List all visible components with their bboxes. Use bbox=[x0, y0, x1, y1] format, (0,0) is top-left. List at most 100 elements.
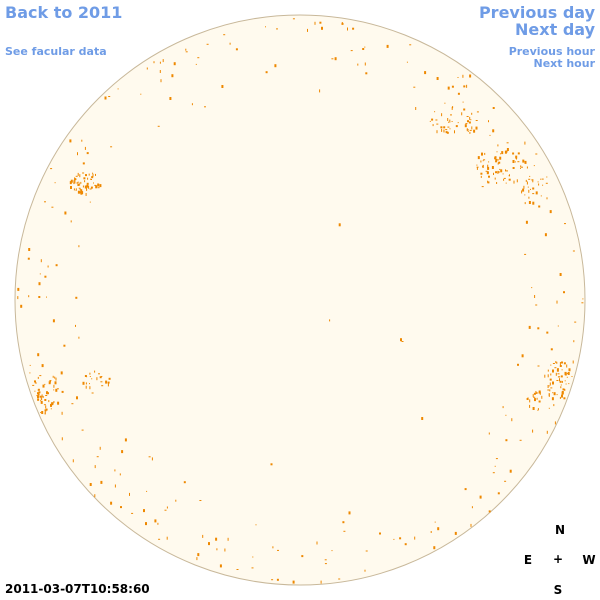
magnetic-feature bbox=[435, 119, 438, 121]
magnetic-feature bbox=[550, 387, 553, 389]
magnetic-feature bbox=[480, 172, 483, 175]
magnetic-feature bbox=[270, 463, 273, 466]
magnetic-feature bbox=[78, 187, 80, 189]
magnetic-feature bbox=[552, 392, 554, 394]
magnetic-feature bbox=[342, 521, 345, 524]
magnetic-feature bbox=[529, 175, 531, 177]
magnetic-feature bbox=[546, 430, 548, 434]
magnetic-feature bbox=[46, 391, 48, 395]
magnetic-feature bbox=[148, 456, 151, 458]
magnetic-feature bbox=[521, 190, 523, 194]
magnetic-feature bbox=[54, 376, 56, 379]
magnetic-feature bbox=[96, 377, 98, 381]
magnetic-feature bbox=[39, 375, 42, 377]
magnetic-feature bbox=[457, 92, 460, 95]
magnetic-feature bbox=[61, 411, 63, 415]
previous-hour-link[interactable]: Previous hour bbox=[508, 45, 595, 58]
magnetic-feature bbox=[548, 407, 550, 409]
magnetic-feature bbox=[464, 124, 467, 128]
magnetic-feature bbox=[82, 172, 85, 174]
magnetic-feature bbox=[517, 152, 520, 155]
magnetic-feature bbox=[85, 382, 87, 385]
magnetic-feature bbox=[505, 182, 507, 184]
magnetic-feature bbox=[45, 405, 47, 409]
magnetic-feature bbox=[464, 488, 467, 491]
magnetic-feature bbox=[537, 181, 539, 183]
magnetic-feature bbox=[77, 190, 80, 194]
magnetic-feature bbox=[160, 79, 162, 83]
magnetic-feature bbox=[45, 408, 48, 411]
magnetic-feature bbox=[265, 71, 268, 74]
magnetic-feature bbox=[29, 364, 31, 366]
magnetic-feature bbox=[316, 541, 318, 545]
magnetic-feature bbox=[53, 384, 55, 388]
magnetic-feature bbox=[559, 378, 560, 382]
magnetic-feature bbox=[481, 152, 483, 156]
magnetic-feature bbox=[467, 130, 469, 132]
magnetic-feature bbox=[40, 397, 42, 401]
magnetic-feature bbox=[550, 348, 553, 351]
magnetic-feature bbox=[547, 369, 549, 372]
magnetic-feature bbox=[566, 364, 568, 368]
magnetic-feature bbox=[524, 202, 526, 205]
magnetic-feature bbox=[498, 171, 500, 174]
magnetic-feature bbox=[563, 291, 565, 294]
previous-day-link[interactable]: Previous day bbox=[478, 3, 595, 22]
magnetic-feature bbox=[533, 165, 535, 167]
magnetic-feature bbox=[37, 353, 40, 357]
magnetic-feature bbox=[162, 59, 164, 63]
magnetic-feature bbox=[466, 129, 469, 131]
magnetic-feature bbox=[20, 304, 23, 308]
magnetic-feature bbox=[364, 569, 366, 572]
magnetic-feature bbox=[496, 159, 499, 161]
next-day-link[interactable]: Next day bbox=[515, 20, 595, 39]
magnetic-feature bbox=[54, 381, 57, 385]
magnetic-feature bbox=[29, 372, 31, 374]
magnetic-feature bbox=[42, 384, 45, 388]
magnetic-feature bbox=[48, 381, 51, 385]
magnetic-feature bbox=[536, 397, 538, 400]
magnetic-feature bbox=[80, 192, 83, 195]
magnetic-feature bbox=[516, 158, 517, 160]
magnetic-feature bbox=[557, 325, 559, 327]
magnetic-feature bbox=[467, 120, 469, 123]
magnetic-feature bbox=[146, 67, 148, 70]
magnetic-feature bbox=[443, 126, 446, 129]
magnetic-feature bbox=[556, 380, 559, 381]
magnetic-feature bbox=[34, 382, 37, 384]
magnetic-feature bbox=[501, 151, 504, 155]
magnetic-feature bbox=[432, 124, 434, 127]
magnetic-feature bbox=[454, 130, 455, 134]
magnetic-feature bbox=[564, 380, 566, 382]
magnetic-feature bbox=[531, 287, 533, 289]
magnetic-feature bbox=[274, 64, 277, 68]
magnetic-feature bbox=[94, 494, 96, 498]
magnetic-feature bbox=[38, 282, 41, 286]
magnetic-feature bbox=[195, 63, 197, 65]
magnetic-feature bbox=[338, 578, 341, 580]
next-hour-link[interactable]: Next hour bbox=[533, 57, 596, 70]
magnetic-feature bbox=[77, 152, 78, 156]
magnetic-feature bbox=[252, 556, 254, 558]
magnetic-feature bbox=[92, 173, 94, 177]
magnetic-feature bbox=[92, 172, 93, 174]
magnetic-feature bbox=[61, 390, 64, 393]
facular-data-link[interactable]: See facular data bbox=[5, 45, 107, 58]
magnetic-feature bbox=[73, 181, 75, 185]
magnetic-feature bbox=[173, 62, 176, 66]
magnetic-feature bbox=[553, 404, 555, 407]
magnetic-feature bbox=[537, 409, 539, 411]
back-to-year-link[interactable]: Back to 2011 bbox=[5, 3, 123, 22]
magnetic-feature bbox=[487, 181, 490, 184]
magnetic-feature bbox=[415, 107, 417, 110]
magnetic-feature bbox=[81, 429, 84, 431]
magnetic-feature bbox=[561, 361, 563, 364]
magnetic-feature bbox=[573, 340, 575, 343]
magnetic-feature bbox=[451, 85, 454, 88]
magnetic-feature bbox=[74, 180, 76, 184]
magnetic-feature bbox=[40, 400, 43, 404]
magnetic-feature bbox=[145, 522, 147, 526]
magnetic-feature bbox=[81, 191, 84, 195]
magnetic-feature bbox=[236, 569, 239, 570]
